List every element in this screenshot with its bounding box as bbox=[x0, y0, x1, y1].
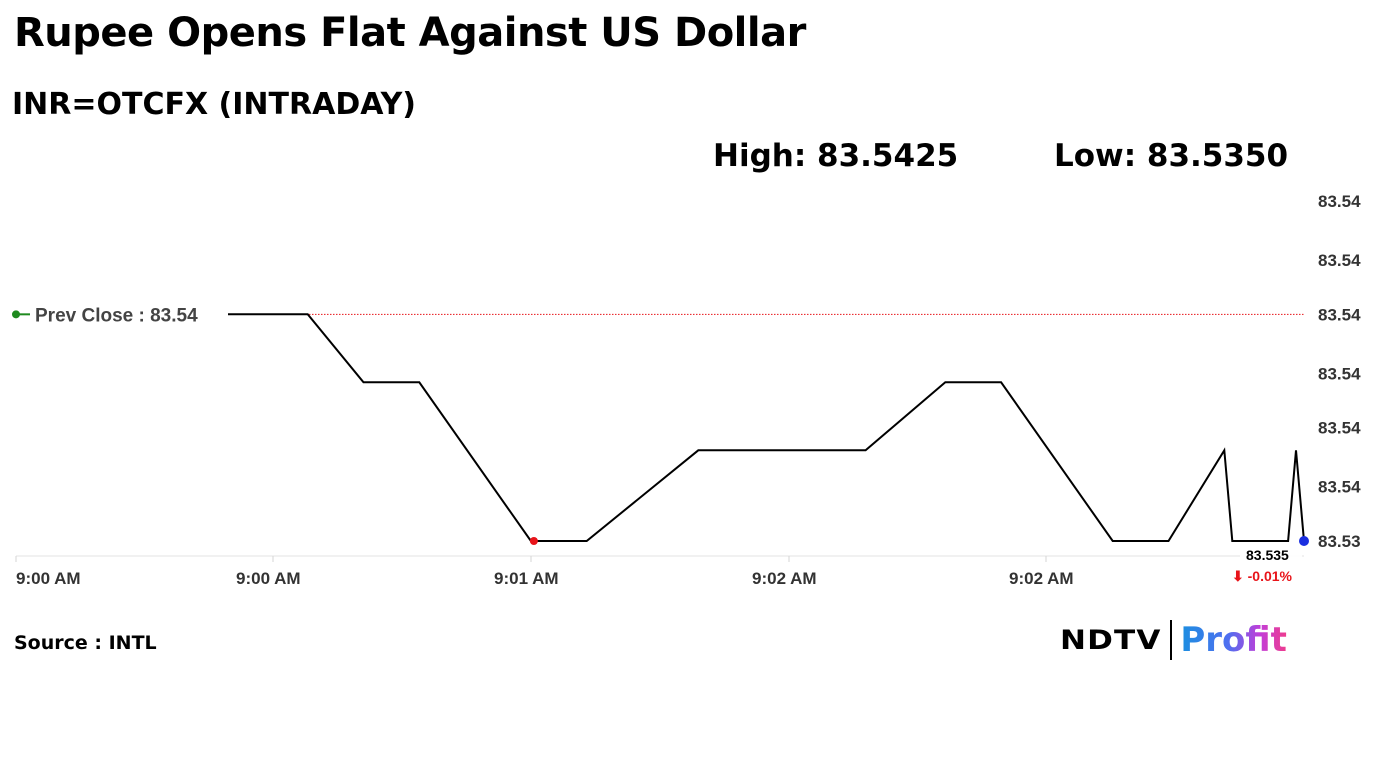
prev-close-marker bbox=[12, 310, 30, 319]
last-change-label: ⬇ -0.01% bbox=[1232, 568, 1293, 584]
intraday-line-chart: 9:00 AM 9:00 AM 9:01 AM 9:02 AM 9:02 AM 83.5… bbox=[12, 192, 1361, 588]
source-note: Source : INTL bbox=[14, 632, 157, 654]
x-tick-label: 9:01 AM bbox=[494, 569, 559, 588]
x-tick-label: 9:02 AM bbox=[1009, 569, 1074, 588]
series-line bbox=[228, 313, 1305, 542]
low-point-marker bbox=[529, 537, 538, 545]
logo-profit-text: Profit bbox=[1180, 620, 1287, 660]
last-point-marker bbox=[1299, 536, 1309, 546]
last-value-tooltip: 83.535 ⬇ -0.01% bbox=[1232, 543, 1302, 584]
chart-subtitle: INR=OTCFX (INTRADAY) bbox=[12, 87, 417, 122]
x-axis-ticks: 9:00 AM 9:00 AM 9:01 AM 9:02 AM 9:02 AM bbox=[15, 556, 1074, 588]
y-tick-label: 83.54 bbox=[1318, 192, 1361, 211]
y-tick-label: 83.54 bbox=[1318, 305, 1361, 324]
prev-close-label: Prev Close : 83.54 bbox=[35, 305, 198, 326]
y-axis-ticks: 83.54 83.54 83.54 83.54 83.54 83.54 83.53 bbox=[1318, 192, 1361, 551]
x-tick-label: 9:00 AM bbox=[236, 569, 301, 588]
y-tick-label: 83.54 bbox=[1318, 251, 1361, 270]
high-stat: High: 83.5425 bbox=[713, 138, 959, 174]
logo-ndtv-text: NDTV bbox=[1060, 624, 1162, 656]
y-tick-label: 83.54 bbox=[1318, 364, 1361, 383]
ndtv-profit-logo: NDTV Profit bbox=[1060, 618, 1287, 662]
low-stat: Low: 83.5350 bbox=[1054, 138, 1289, 174]
x-tick-label: 9:00 AM bbox=[16, 569, 81, 588]
x-tick-label: 9:02 AM bbox=[752, 569, 817, 588]
y-tick-label: 83.54 bbox=[1318, 419, 1361, 438]
y-tick-label: 83.54 bbox=[1318, 478, 1361, 497]
last-value-label: 83.535 bbox=[1246, 547, 1289, 563]
logo-divider bbox=[1170, 620, 1173, 660]
y-tick-label: 83.53 bbox=[1318, 532, 1361, 551]
page-title: Rupee Opens Flat Against US Dollar bbox=[14, 10, 806, 56]
